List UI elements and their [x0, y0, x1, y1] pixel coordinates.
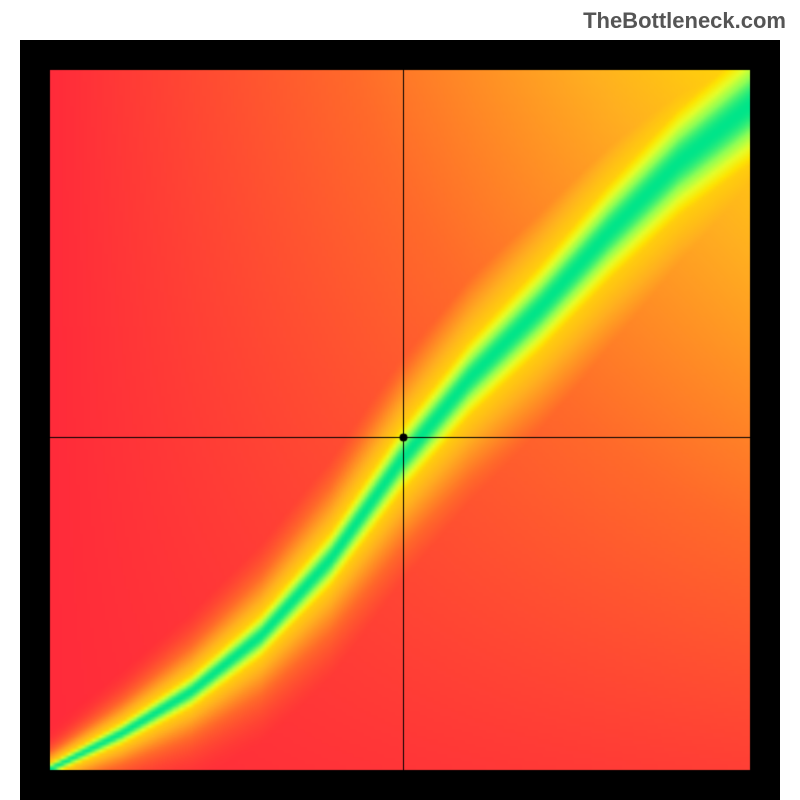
bottleneck-heatmap [20, 40, 780, 800]
heatmap-canvas [20, 40, 780, 800]
watermark-text: TheBottleneck.com [583, 8, 786, 34]
